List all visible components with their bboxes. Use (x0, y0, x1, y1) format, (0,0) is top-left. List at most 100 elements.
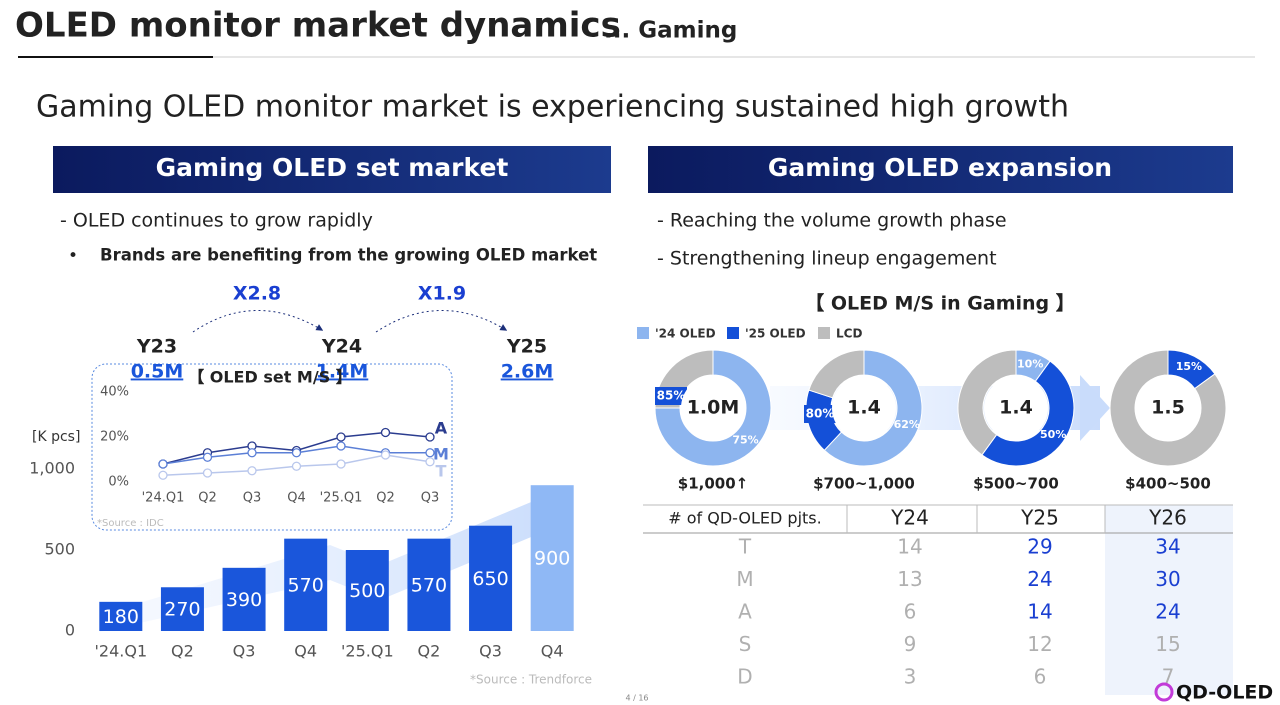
x-tick-label: Q3 (421, 491, 440, 506)
series-point (425, 457, 435, 467)
bullet: Brands are benefiting from the growing O… (100, 246, 597, 265)
y-tick-label: 0 (65, 621, 75, 640)
donut-segment (957, 349, 1017, 456)
source: *Source : IDC (97, 518, 164, 529)
series-point (336, 441, 346, 451)
bar-value-label: 180 (103, 606, 139, 628)
panel-header (53, 146, 611, 193)
donut-segment (1109, 349, 1227, 467)
bullet: - OLED continues to grow rapidly (60, 210, 373, 232)
table-header: Y26 (1148, 506, 1187, 530)
x-tick-label: Q2 (418, 642, 441, 661)
bullet-dot: • (68, 246, 78, 266)
donut-annotation: 85% (657, 389, 686, 403)
table-cell: A (738, 600, 752, 624)
milestone-volume: 2.6M (501, 361, 554, 383)
series-point (291, 461, 302, 471)
x-tick-label: Q2 (376, 491, 395, 506)
bar (469, 525, 513, 631)
table-cell: 9 (904, 632, 917, 656)
bar-value-label: 570 (288, 574, 324, 596)
bullet: - Strengthening lineup engagement (657, 248, 997, 270)
bar (222, 567, 266, 631)
bar-value-label: 570 (411, 574, 447, 596)
table-cell: 29 (1027, 535, 1052, 559)
growth-arrow (375, 310, 508, 333)
donut-segment (981, 360, 1075, 467)
panel-header (648, 146, 1233, 193)
series-point (425, 448, 435, 458)
table-cell: M (736, 567, 753, 591)
table-cell: 7 (1162, 665, 1175, 689)
multiplier: X1.9 (418, 283, 466, 305)
series-point (247, 448, 257, 458)
x-tick-label: Q3 (479, 642, 502, 661)
series-label: T (436, 461, 447, 480)
bar-value-label: 900 (534, 548, 570, 570)
table-cell: D (737, 665, 752, 689)
table-cell: 15 (1155, 632, 1180, 656)
donut-segment (654, 349, 772, 467)
milestones: Y23 0.5M Y24 1.4M Y25 2.6M (131, 336, 554, 383)
donut-price: $500~700 (973, 475, 1059, 493)
series-point (336, 432, 346, 442)
panel-title: Gaming OLED expansion (768, 153, 1112, 182)
flow-arrow (1080, 375, 1110, 441)
donut-hole (681, 376, 745, 440)
donut-hole (832, 376, 896, 440)
milestone-year: Y25 (506, 336, 547, 358)
inset-title: 【 OLED set M/S 】 (188, 368, 352, 387)
x-tick-label: Q4 (541, 642, 564, 661)
donut-center-label: 1.5 (1151, 397, 1185, 419)
table-cell: T (738, 535, 752, 559)
table-cell: 34 (1155, 535, 1180, 559)
y-tick-label: 40% (100, 385, 129, 400)
subtitle: ... Gaming (604, 18, 737, 44)
donut-value-label: 75% (732, 434, 758, 447)
table-cell: 6 (1034, 665, 1047, 689)
table-cell: S (739, 632, 752, 656)
donut-center-label: 1.4 (847, 397, 881, 419)
y-tick-label: 0% (108, 475, 129, 490)
milestone-volume: 0.5M (131, 361, 184, 383)
x-tick-label: Q3 (243, 491, 262, 506)
y-tick-label: 20% (100, 430, 129, 445)
legend-label: '25 OLED (745, 327, 806, 341)
table-cell: 24 (1155, 600, 1180, 624)
donut-hole (1136, 376, 1200, 440)
source: *Source : Trendforce (470, 673, 592, 687)
x-tick-label: Q2 (171, 642, 194, 661)
x-tick-label: Q2 (198, 491, 217, 506)
series-point (202, 468, 213, 478)
legend-label: LCD (836, 327, 862, 341)
table-cell: 13 (897, 567, 922, 591)
donut-hole (984, 376, 1048, 440)
series-point (336, 459, 346, 469)
bar-value-label: 650 (472, 568, 508, 590)
donuts: '24 OLED '25 OLED LCD 75% 85%1.0M $1,000↑ 62% 8… (637, 327, 1227, 493)
milestone-volume: 1.4M (316, 361, 369, 383)
series-label: A (435, 419, 448, 438)
bar-value-label: 500 (349, 580, 385, 602)
x-tick-label: Q4 (287, 491, 306, 506)
bullet: - Reaching the volume growth phase (657, 210, 1007, 232)
table: # of QD-OLED pjts. Y24 Y25 Y26 T 14 29 34 M 13 24 3… (643, 504, 1233, 695)
donut-center-label: 1.0M (687, 397, 740, 419)
series-point (380, 427, 391, 438)
donut-price: $1,000↑ (678, 475, 748, 493)
x-tick-label: '24.Q1 (95, 642, 148, 661)
table-cell: 3 (904, 665, 917, 689)
bar-value-label: 270 (164, 599, 200, 621)
table-header: # of QD-OLED pjts. (668, 509, 821, 528)
table-cell: 30 (1155, 567, 1180, 591)
table-cell: 12 (1027, 632, 1052, 656)
donut-center-label: 1.4 (999, 397, 1033, 419)
page-number: 4 / 16 (625, 694, 648, 703)
bar-value-label: 390 (226, 589, 262, 611)
y-tick-label: 1,000 (29, 459, 75, 478)
multiplier: X2.8 (233, 283, 281, 305)
legend-swatch (818, 327, 830, 339)
donut-title: 【 OLED M/S in Gaming 】 (805, 292, 1075, 315)
